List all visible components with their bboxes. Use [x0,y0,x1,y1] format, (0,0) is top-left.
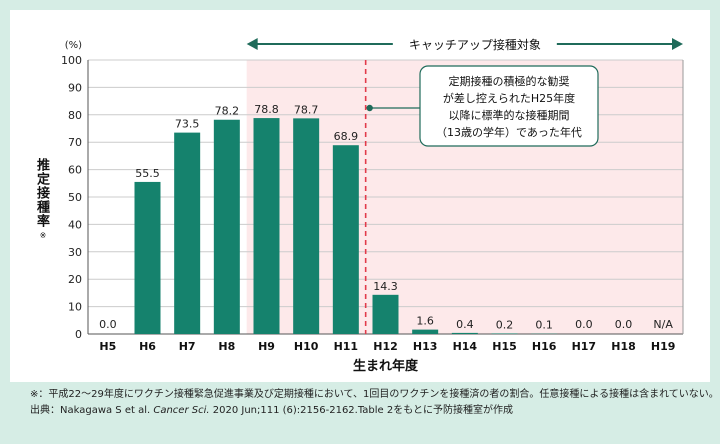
y-tick-label: 60 [68,164,82,177]
bar-value-label: 1.6 [416,315,434,328]
x-tick-label: H5 [99,340,116,353]
bar-value-label: 73.5 [175,118,200,131]
bar-value-label: 68.9 [334,130,359,143]
x-tick-label: H16 [532,340,557,353]
y-tick-label: 50 [68,191,82,204]
x-axis-label: 生まれ年度 [353,358,419,374]
bar-value-label: 0.2 [496,318,514,331]
bar [134,181,161,334]
bar-value-label: 78.2 [215,105,240,118]
x-tick-label: H11 [334,340,359,353]
y-tick-label: 30 [68,246,82,259]
bar [293,118,320,334]
y-tick-label: 10 [68,301,82,314]
catchup-arrow-right-head [672,38,683,50]
y-tick-label: 90 [68,81,82,94]
annotation-text-line: 以降に標準的な接種期間 [449,108,570,122]
bar-value-label: 78.7 [294,103,319,116]
x-tick-label: H7 [179,340,196,353]
annotation-connector-dot [366,104,373,112]
x-tick-label: H9 [258,340,275,353]
x-tick-label: H8 [218,340,235,353]
bar [451,332,478,334]
footnote-source-prefix: 出典：Nakagawa S et al. [30,405,154,416]
y-tick-label: 20 [68,273,82,286]
annotation-text-line: （13歳の学年）であった年代 [436,125,582,139]
footnote-source-suffix: 2020 Jun;111 (6):2156-2162.Table 2をもとに予防… [209,405,514,416]
x-tick-label: H10 [294,340,319,353]
y-tick-label: 0 [75,328,82,341]
bar-value-label: 0.0 [99,318,117,331]
x-tick-label: H18 [611,340,636,353]
catchup-arrow-left-head [246,38,258,50]
bar-value-label: 55.5 [135,167,160,180]
x-tick-label: H15 [492,340,517,353]
x-tick-label: H19 [651,340,676,353]
y-axis-label-text: 推定接種率 [34,158,49,228]
annotation-text-line: 定期接種の積極的な勧奨 [449,74,570,88]
bar-value-label: 78.8 [254,103,279,116]
annotation-text-line: が差し控えられたH25年度 [443,91,575,105]
x-tick-label: H14 [453,340,478,353]
x-tick-label: H17 [572,340,597,353]
y-tick-label: 80 [68,109,82,122]
bar-value-label: 0.0 [575,318,593,331]
footnote-line-1: ※：平成22～29年度にワクチン接種緊急促進事業及び定期接種において、1回目のワ… [30,389,719,400]
y-tick-label: 100 [61,54,82,67]
bar-value-label: N/A [653,318,673,331]
bar [372,294,399,334]
bar-value-label: 0.4 [456,318,474,331]
catchup-label: キャッチアップ接種対象 [409,37,541,52]
y-axis-label-note: ※ [39,231,47,240]
y-unit-label: (%) [65,40,82,51]
bar-value-label: 0.0 [615,318,633,331]
footnote-journal: Cancer Sci. [153,405,210,416]
bar-value-label: 14.3 [373,280,398,293]
bar [213,119,240,335]
x-tick-label: H13 [413,340,438,353]
bar [174,132,201,334]
y-tick-label: 70 [68,136,82,149]
x-tick-label: H6 [139,340,156,353]
y-tick-label: 40 [68,218,82,231]
annotation-box [419,65,599,147]
y-axis-label: 推定接種率 ※ [34,158,52,243]
bar [332,145,359,334]
bar [253,118,280,334]
bar-value-label: 0.1 [535,319,553,332]
footnote-line-2: 出典：Nakagawa S et al. Cancer Sci. 2020 Ju… [30,401,513,416]
x-tick-label: H12 [373,340,398,353]
bar [412,329,439,334]
bar [491,333,518,334]
